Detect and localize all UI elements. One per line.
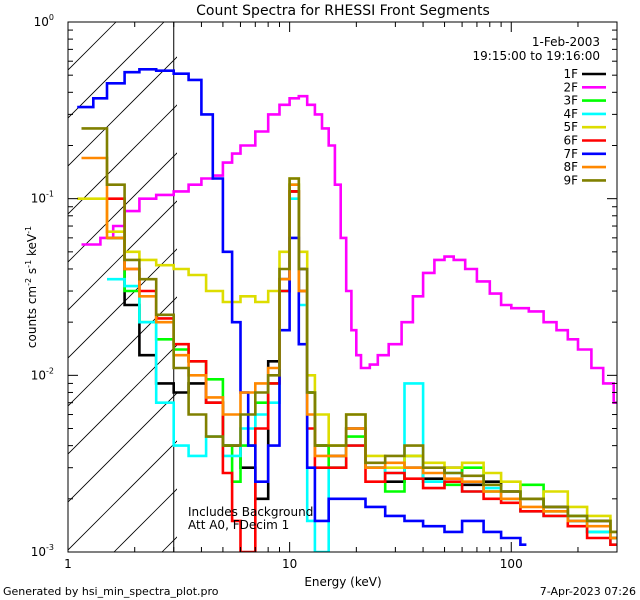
annotation-background: Includes Background (188, 505, 313, 519)
y-tick-label: 10-2 (31, 366, 54, 382)
series-layer (77, 68, 617, 552)
legend-label-3F: 3F (563, 94, 578, 108)
y-tick-label: 10-1 (31, 190, 54, 206)
axis-ticks: 1 10 100 10-3 10-2 10-1 100 (31, 13, 618, 571)
legend-label-8F: 8F (563, 160, 578, 174)
legend-label-1F: 1F (563, 67, 578, 81)
plot-frame (67, 21, 618, 553)
legend-label-7F: 7F (563, 147, 578, 161)
y-axis-label: counts cm-2 s-1 keV-1 (24, 226, 39, 348)
legend-label-4F: 4F (563, 107, 578, 121)
y-tick-label: 100 (34, 13, 54, 29)
legend-label-5F: 5F (563, 120, 578, 134)
hatch-line (68, 392, 177, 503)
legend-time-range: 19:15:00 to 19:16:00 (473, 49, 600, 63)
hatch-line (68, 200, 177, 311)
legend: 1-Feb-2003 19:15:00 to 19:16:00 1F2F3F4F… (473, 35, 606, 187)
series-line-2F (81, 94, 617, 404)
series-line-9F (81, 127, 617, 534)
y-tick-label: 10-3 (31, 543, 54, 559)
hatch-line (68, 56, 177, 167)
legend-date: 1-Feb-2003 (532, 35, 600, 49)
hatch-line (68, 440, 177, 551)
hatch-line (68, 104, 177, 215)
annotation-attenuator: Att A0, FDecim 1 (188, 518, 289, 532)
x-tick-label: 10 (282, 557, 297, 571)
legend-label-6F: 6F (563, 134, 578, 148)
footer-date: 7-Apr-2023 07:26 (540, 585, 636, 598)
legend-label-9F: 9F (563, 173, 578, 187)
legend-label-2F: 2F (563, 80, 578, 94)
footer-generated-by: Generated by hsi_min_spectra_plot.pro (3, 585, 219, 598)
series-line-7F (77, 68, 527, 546)
hatch-line (68, 22, 165, 119)
plot-background (68, 22, 617, 552)
x-tick-label: 100 (500, 557, 523, 571)
x-axis-label: Energy (keV) (304, 575, 381, 589)
chart-title: Count Spectra for RHESSI Front Segments (196, 3, 490, 19)
x-tick-label: 1 (64, 557, 72, 571)
